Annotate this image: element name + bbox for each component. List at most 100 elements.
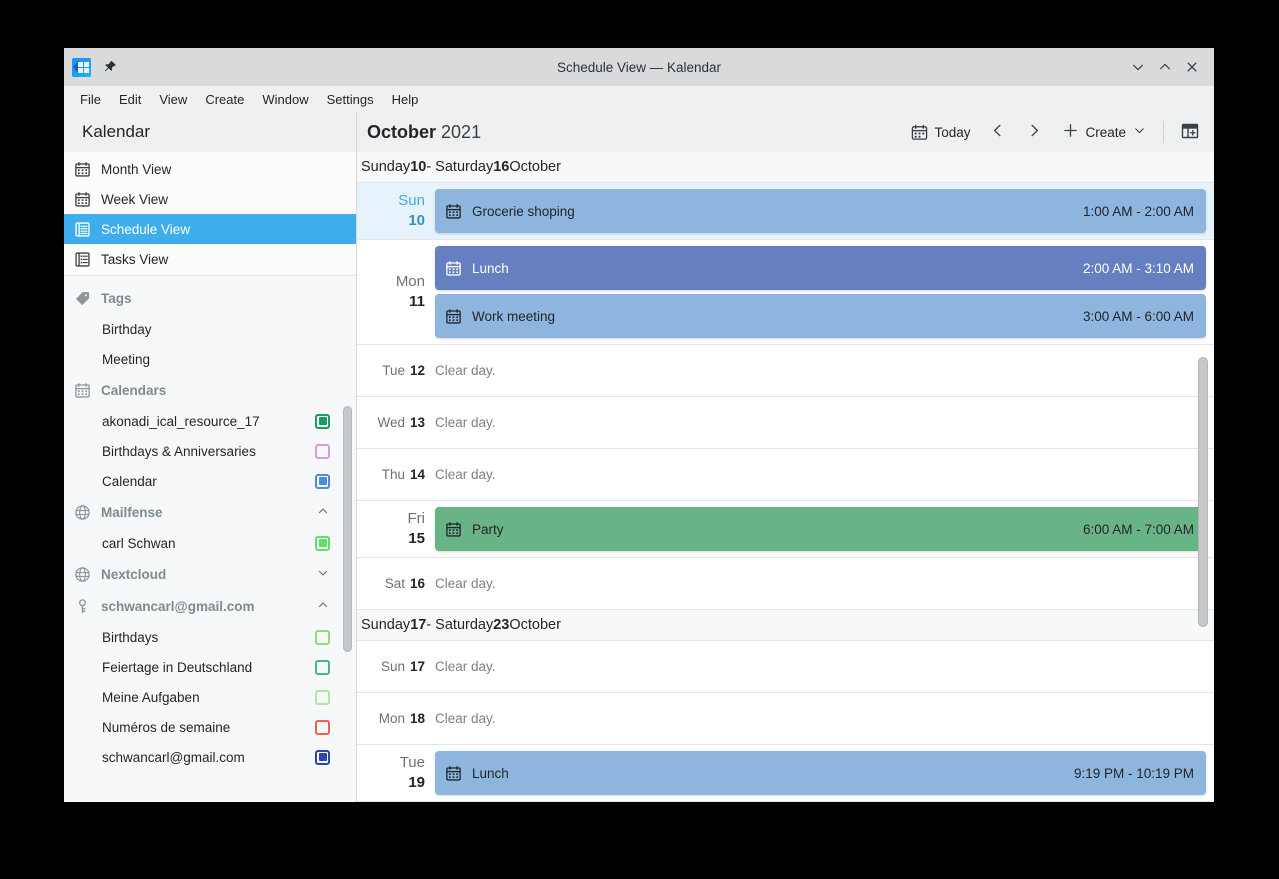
calendar-event[interactable]: Lunch 9:19 PM - 10:19 PM bbox=[435, 751, 1206, 795]
menu-edit[interactable]: Edit bbox=[118, 91, 142, 107]
page-title: October 2021 bbox=[367, 122, 481, 143]
sidebar-calendar-label: akonadi_ical_resource_17 bbox=[102, 413, 260, 429]
minimize-icon[interactable] bbox=[1126, 55, 1150, 79]
calendar-color-swatch[interactable] bbox=[315, 689, 330, 705]
schedule-day-row[interactable]: Mon 11 Lunch 2:00 AM - 3:10 AM Work meeting 3… bbox=[357, 240, 1214, 345]
calendar-event-icon bbox=[445, 765, 462, 782]
sidebar-group-schwancarl-gmail-com[interactable]: schwancarl@gmail.com bbox=[64, 590, 356, 622]
sidebar-item-tasks-view[interactable]: Tasks View bbox=[64, 244, 356, 274]
day-of-week: Sat bbox=[384, 576, 405, 591]
event-title: Lunch bbox=[472, 260, 509, 276]
sidebar-calendar-item[interactable]: Feiertage in Deutschland bbox=[64, 652, 356, 682]
create-button[interactable]: Create bbox=[1054, 117, 1155, 147]
sidebar-calendar-item[interactable]: schwancarl@gmail.com bbox=[64, 742, 356, 772]
menu-bar: File Edit View Create Window Settings He… bbox=[64, 86, 1214, 112]
sidebar-calendar-item[interactable]: Birthdays bbox=[64, 622, 356, 652]
sidebar-scrollbar[interactable] bbox=[343, 406, 352, 652]
window-controls bbox=[1126, 55, 1214, 79]
schedule-scrollbar[interactable] bbox=[1198, 357, 1208, 627]
day-number: 14 bbox=[409, 467, 425, 482]
day-events: Lunch 9:19 PM - 10:19 PM bbox=[435, 745, 1214, 801]
calendar-event[interactable]: Work meeting 3:00 AM - 6:00 AM bbox=[435, 294, 1206, 338]
pin-icon[interactable] bbox=[101, 58, 119, 76]
sidebar-group-calendars[interactable]: Calendars bbox=[64, 374, 356, 406]
menu-window[interactable]: Window bbox=[262, 91, 309, 107]
schedule-day-row[interactable]: Tue 12 Clear day. bbox=[357, 345, 1214, 397]
sidebar-calendar-item[interactable]: Meine Aufgaben bbox=[64, 682, 356, 712]
schedule-day-row[interactable]: Tue 19 Lunch 9:19 PM - 10:19 PM bbox=[357, 745, 1214, 802]
toolbar-divider bbox=[1163, 121, 1164, 143]
today-button[interactable]: Today bbox=[903, 117, 978, 147]
clear-day-text: Clear day. bbox=[435, 711, 496, 726]
sidebar-calendar-item[interactable]: Birthday bbox=[64, 314, 356, 344]
chevron-down-icon[interactable] bbox=[316, 566, 330, 583]
title-bar-left bbox=[64, 57, 119, 77]
calendar-color-swatch[interactable] bbox=[315, 535, 330, 551]
event-title: Grocerie shoping bbox=[472, 203, 575, 219]
sidebar-calendar-item[interactable]: carl Schwan bbox=[64, 528, 356, 558]
calendar-color-swatch[interactable] bbox=[315, 443, 330, 459]
calendar-color-swatch[interactable] bbox=[315, 719, 330, 735]
sidebar-item-month-view[interactable]: Month View bbox=[64, 154, 356, 184]
sidebar-calendar-item[interactable]: Meeting bbox=[64, 344, 356, 374]
clear-day-text: Clear day. bbox=[435, 467, 496, 482]
sidebar-group-label: Tags bbox=[101, 290, 132, 306]
menu-settings[interactable]: Settings bbox=[326, 91, 374, 107]
week-header-suffix: October bbox=[509, 159, 561, 175]
maximize-icon[interactable] bbox=[1153, 55, 1177, 79]
sidebar-item-schedule-view[interactable]: Schedule View bbox=[64, 214, 356, 244]
current-year: 2021 bbox=[441, 121, 482, 142]
schedule-day-row[interactable]: Fri 15 Party 6:00 AM - 7:00 AM bbox=[357, 501, 1214, 558]
sidebar-calendar-item[interactable]: Numéros de semaine bbox=[64, 712, 356, 742]
next-period-button[interactable] bbox=[1017, 117, 1052, 147]
calendar-color-swatch[interactable] bbox=[315, 749, 330, 765]
calendar-color-swatch[interactable] bbox=[315, 473, 330, 489]
previous-period-button[interactable] bbox=[980, 117, 1015, 147]
calendar-color-swatch[interactable] bbox=[315, 659, 330, 675]
add-panel-button[interactable] bbox=[1172, 117, 1208, 147]
sidebar-calendar-item[interactable]: Birthdays & Anniversaries bbox=[64, 436, 356, 466]
sidebar-calendar-label: Birthdays & Anniversaries bbox=[102, 443, 256, 459]
calendar-event[interactable]: Party 6:00 AM - 7:00 AM bbox=[435, 507, 1206, 551]
calendar-event[interactable]: Lunch 2:00 AM - 3:10 AM bbox=[435, 246, 1206, 290]
sidebar-item-week-view[interactable]: Week View bbox=[64, 184, 356, 214]
event-time: 6:00 AM - 7:00 AM bbox=[1082, 521, 1194, 537]
calendar-event[interactable]: Grocerie shoping 1:00 AM - 2:00 AM bbox=[435, 189, 1206, 233]
menu-file[interactable]: File bbox=[80, 91, 101, 107]
week-header-start-day: 10 bbox=[410, 159, 427, 175]
week-header-mid: - Saturday bbox=[426, 159, 494, 175]
day-events: Lunch 2:00 AM - 3:10 AM Work meeting 3:00 A… bbox=[435, 240, 1214, 344]
globe-icon bbox=[74, 566, 91, 583]
sidebar-calendar-label: Meeting bbox=[102, 351, 151, 367]
chevron-up-icon[interactable] bbox=[316, 598, 330, 615]
sidebar-group-nextcloud[interactable]: Nextcloud bbox=[64, 558, 356, 590]
schedule-day-row[interactable]: Wed 13 Clear day. bbox=[357, 397, 1214, 449]
menu-help[interactable]: Help bbox=[391, 91, 419, 107]
calendar-week-icon bbox=[74, 191, 91, 208]
day-events: Clear day. bbox=[435, 397, 1214, 448]
schedule-day-row[interactable]: Thu 14 Clear day. bbox=[357, 449, 1214, 501]
kalendar-icon bbox=[72, 57, 91, 77]
calendar-color-swatch[interactable] bbox=[315, 629, 330, 645]
week-header-end-day: 16 bbox=[493, 159, 510, 175]
sidebar-calendar-item[interactable]: akonadi_ical_resource_17 bbox=[64, 406, 356, 436]
schedule-day-row[interactable]: Mon 18 Clear day. bbox=[357, 693, 1214, 745]
sidebar-calendar-item[interactable]: Calendar bbox=[64, 466, 356, 496]
calendar-event-icon bbox=[445, 521, 462, 538]
day-events: Clear day. bbox=[435, 449, 1214, 500]
title-bar: Schedule View — Kalendar bbox=[64, 48, 1214, 86]
sidebar-group-tags[interactable]: Tags bbox=[64, 282, 356, 314]
menu-view[interactable]: View bbox=[159, 91, 188, 107]
sidebar-scroll-area: Tags Birthday Meeting Calendars akonadi_ical… bbox=[64, 276, 356, 802]
schedule-day-row[interactable]: Sat 16 Clear day. bbox=[357, 558, 1214, 610]
schedule-day-row[interactable]: Sun 17 Clear day. bbox=[357, 641, 1214, 693]
week-header-prefix: Sunday bbox=[361, 617, 411, 633]
event-time: 3:00 AM - 6:00 AM bbox=[1082, 308, 1194, 324]
menu-create[interactable]: Create bbox=[205, 91, 245, 107]
calendar-color-swatch[interactable] bbox=[315, 413, 330, 429]
sidebar-group-mailfense[interactable]: Mailfense bbox=[64, 496, 356, 528]
chevron-up-icon[interactable] bbox=[316, 504, 330, 521]
schedule-day-row[interactable]: Sun 10 Grocerie shoping 1:00 AM - 2:00 AM bbox=[357, 183, 1214, 240]
chevron-down-icon[interactable] bbox=[1132, 123, 1147, 141]
close-icon[interactable] bbox=[1180, 55, 1204, 79]
